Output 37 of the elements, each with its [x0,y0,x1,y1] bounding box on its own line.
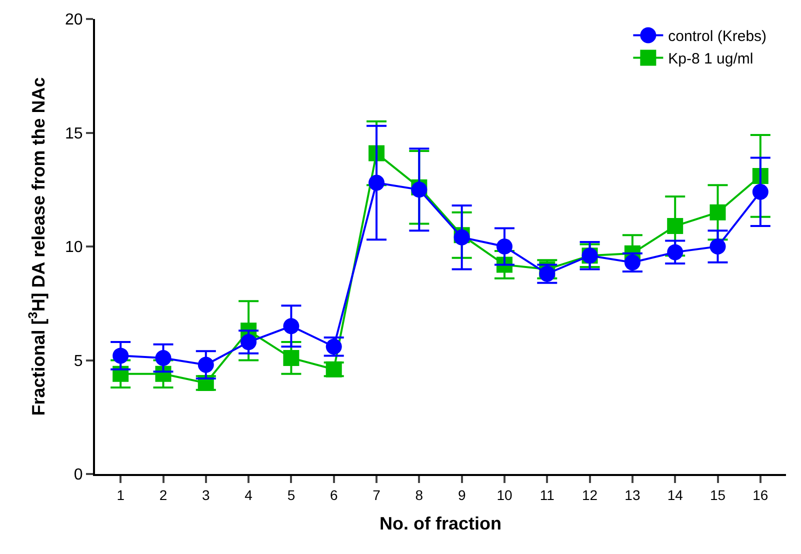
point [368,174,385,191]
x-tick-label: 5 [287,486,296,503]
x-tick-label: 6 [330,486,338,503]
point [240,334,257,350]
x-tick-label: 10 [496,486,512,503]
point [283,318,300,334]
y-tick-label: 5 [74,352,83,370]
legend-label: Kp-8 1 ug/ml [668,50,754,68]
point [752,184,768,200]
y-tick-label: 0 [74,466,83,484]
y-tick-label: 10 [65,239,83,256]
x-tick-label: 15 [710,486,726,503]
x-tick-label: 11 [540,486,555,503]
point [710,204,726,220]
point [496,238,512,254]
x-tick-label: 12 [582,486,598,503]
x-tick-label: 16 [752,486,768,503]
legend-label: control (Krebs) [668,28,767,46]
point [112,348,129,364]
x-tick-label: 9 [458,486,466,503]
point [155,350,172,366]
y-tick-label: 20 [65,12,83,29]
point [667,218,684,234]
point [198,356,214,373]
y-tick-label: 15 [65,125,83,142]
point [710,238,726,254]
x-tick-label: 4 [244,486,253,503]
x-tick-label: 7 [372,486,381,503]
point [667,244,684,260]
x-axis-title: No. of fraction [380,513,502,534]
x-tick-label: 3 [202,486,210,503]
point [283,350,300,366]
x-tick-label: 13 [624,486,640,503]
x-tick-label: 1 [116,486,125,503]
x-tick-label: 2 [159,486,168,503]
x-tick-label: 8 [415,486,424,503]
x-tick-label: 14 [667,486,684,503]
